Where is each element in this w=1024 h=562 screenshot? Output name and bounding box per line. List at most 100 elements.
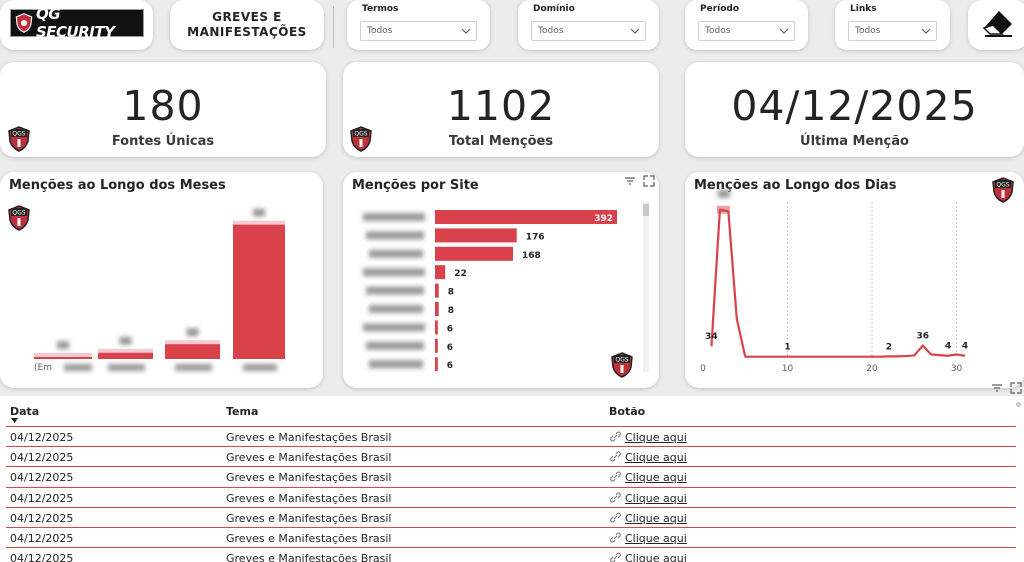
clear-filters-button[interactable] — [968, 0, 1024, 50]
site-label-blurred — [369, 305, 423, 313]
point-label: 4 — [962, 342, 968, 352]
filter-termos-select[interactable]: Todos — [360, 21, 477, 41]
scrollbar-thumb[interactable] — [643, 204, 649, 216]
focus-mode-icon[interactable] — [1010, 382, 1022, 394]
peak-label-blurred — [717, 189, 730, 198]
column-header-data[interactable]: Data — [10, 405, 39, 423]
kpi-total-mencoes: 1102 Total Menções QGS — [343, 62, 659, 157]
filter-dominio-select[interactable]: Todos — [531, 21, 646, 41]
table-row: 04/12/2025 Greves e Manifestações Brasil C… — [6, 486, 1016, 507]
bar-value-label-blurred — [186, 328, 199, 337]
cell-data: 04/12/2025 — [10, 471, 74, 485]
bar-site-5[interactable] — [435, 283, 439, 298]
clique-aqui-link[interactable]: Clique aqui — [625, 491, 687, 505]
site-label-blurred — [369, 249, 423, 258]
chart-mencoes-meses: Menções ao Longo dos Meses QGS (Em — [0, 172, 323, 388]
bar-month-3[interactable] — [165, 344, 220, 359]
clique-aqui-link[interactable]: Clique aqui — [625, 552, 687, 562]
table-row: 04/12/2025 Greves e Manifestações Brasil C… — [6, 506, 1016, 527]
eraser-icon — [982, 11, 1012, 37]
chart-title: Menções ao Longo dos Meses — [9, 178, 226, 193]
bar-value-label: 176 — [526, 232, 545, 242]
cell-data: 04/12/2025 — [10, 552, 74, 562]
bar-value-label: 168 — [522, 251, 541, 261]
x-axis-label-blurred — [108, 364, 145, 371]
bar-site-6[interactable] — [435, 302, 439, 316]
focus-mode-icon[interactable] — [643, 175, 655, 187]
clique-aqui-link[interactable]: Clique aqui — [625, 471, 687, 485]
link-icon — [610, 532, 621, 543]
cell-botao[interactable]: Clique aqui — [609, 451, 687, 464]
x-tick-label: 20 — [866, 364, 878, 374]
chevron-down-icon — [921, 28, 931, 34]
shield-text: QGS — [996, 182, 1009, 189]
cell-botao[interactable]: Clique aqui — [609, 512, 687, 525]
cell-botao[interactable]: Clique aqui — [609, 552, 687, 562]
cell-botao[interactable]: Clique aqui — [609, 471, 687, 484]
scrollbar-thumb[interactable] — [1016, 402, 1021, 407]
point-label: 2 — [886, 342, 892, 352]
bar-site-3[interactable] — [435, 246, 513, 261]
clique-aqui-link[interactable]: Clique aqui — [625, 511, 687, 525]
shield-logo-icon: QGS — [8, 205, 30, 231]
clique-aqui-link[interactable]: Clique aqui — [625, 532, 687, 545]
filter-icon[interactable] — [991, 382, 1003, 394]
shield-logo-icon — [15, 13, 33, 33]
chart-mencoes-dias: Menções ao Longo dos Dias QGS 34 1 2 36 4 4 0 1… — [685, 172, 1024, 388]
filter-termos[interactable]: Termos Todos — [347, 0, 490, 50]
cell-botao[interactable]: Clique aqui — [609, 492, 687, 505]
site-label-blurred — [369, 360, 423, 369]
cell-data: 04/12/2025 — [10, 532, 74, 545]
clique-aqui-link[interactable]: Clique aqui — [625, 431, 687, 444]
kpi-value: 04/12/2025 — [731, 82, 978, 130]
bar-site-8[interactable] — [435, 338, 438, 353]
filter-label: Domínio — [533, 4, 575, 14]
bar-site-4[interactable] — [435, 265, 446, 280]
cell-botao[interactable]: Clique aqui — [609, 532, 687, 545]
qg-security-logo: QG SECURITY — [10, 5, 144, 41]
filter-icon[interactable] — [624, 175, 636, 187]
bar-site-2[interactable] — [435, 228, 517, 243]
bar-site-9[interactable] — [435, 357, 438, 372]
filter-periodo-select[interactable]: Todos — [698, 21, 795, 41]
link-icon — [610, 471, 621, 482]
bar-site-7[interactable] — [435, 320, 438, 335]
report-title: GREVES E MANIFESTAÇÕES — [187, 10, 307, 39]
mentions-table: Data Tema Botão 04/12/2025 Greves e Manif… — [0, 382, 1024, 562]
filter-dominio[interactable]: Domínio Todos — [518, 0, 659, 50]
site-label-blurred — [363, 323, 425, 332]
bar-site-1[interactable] — [435, 210, 617, 224]
column-header-tema[interactable]: Tema — [226, 405, 259, 418]
filter-links[interactable]: Links Todos — [835, 0, 950, 50]
clique-aqui-link[interactable]: Clique aqui — [625, 451, 687, 465]
kpi-label: Fontes Únicas — [111, 134, 215, 149]
bar-value-label-blurred — [119, 336, 132, 345]
bar-value-label: 6 — [447, 324, 453, 334]
table-row: 04/12/2025 Greves e Manifestações Brasil C… — [6, 446, 1016, 466]
link-icon — [610, 451, 621, 462]
bar-highlight — [34, 353, 92, 359]
bar-value-label: 8 — [448, 288, 454, 298]
cell-data: 04/12/2025 — [10, 511, 74, 525]
bar-value-label-blurred — [253, 208, 265, 217]
series-line[interactable] — [710, 208, 966, 358]
cell-tema: Greves e Manifestações Brasil — [226, 552, 392, 562]
cell-botao[interactable]: Clique aqui — [609, 431, 687, 444]
link-icon — [610, 512, 621, 523]
bar-month-2[interactable] — [98, 352, 153, 359]
x-tick-label: 30 — [951, 364, 963, 374]
chart-mencoes-site: Menções por Site 392 176 168 22 8 8 6 6 6 QGS — [343, 172, 659, 388]
scrollbar[interactable] — [643, 202, 649, 372]
chevron-down-icon — [630, 28, 640, 34]
table-row: 04/12/2025 Greves e Manifestações Brasil C… — [6, 466, 1016, 486]
link-icon — [610, 552, 621, 562]
filter-label: Termos — [362, 4, 399, 14]
filter-links-select[interactable]: Todos — [848, 21, 937, 41]
filter-periodo[interactable]: Período Todos — [685, 0, 808, 50]
link-icon — [610, 492, 621, 503]
bar-month-1[interactable] — [34, 357, 92, 359]
column-header-botao[interactable]: Botão — [609, 405, 646, 418]
bar-month-4[interactable] — [233, 224, 285, 359]
kpi-ultima-mencao: 04/12/2025 Última Menção — [685, 62, 1024, 157]
x-axis-label-blurred — [243, 364, 277, 371]
